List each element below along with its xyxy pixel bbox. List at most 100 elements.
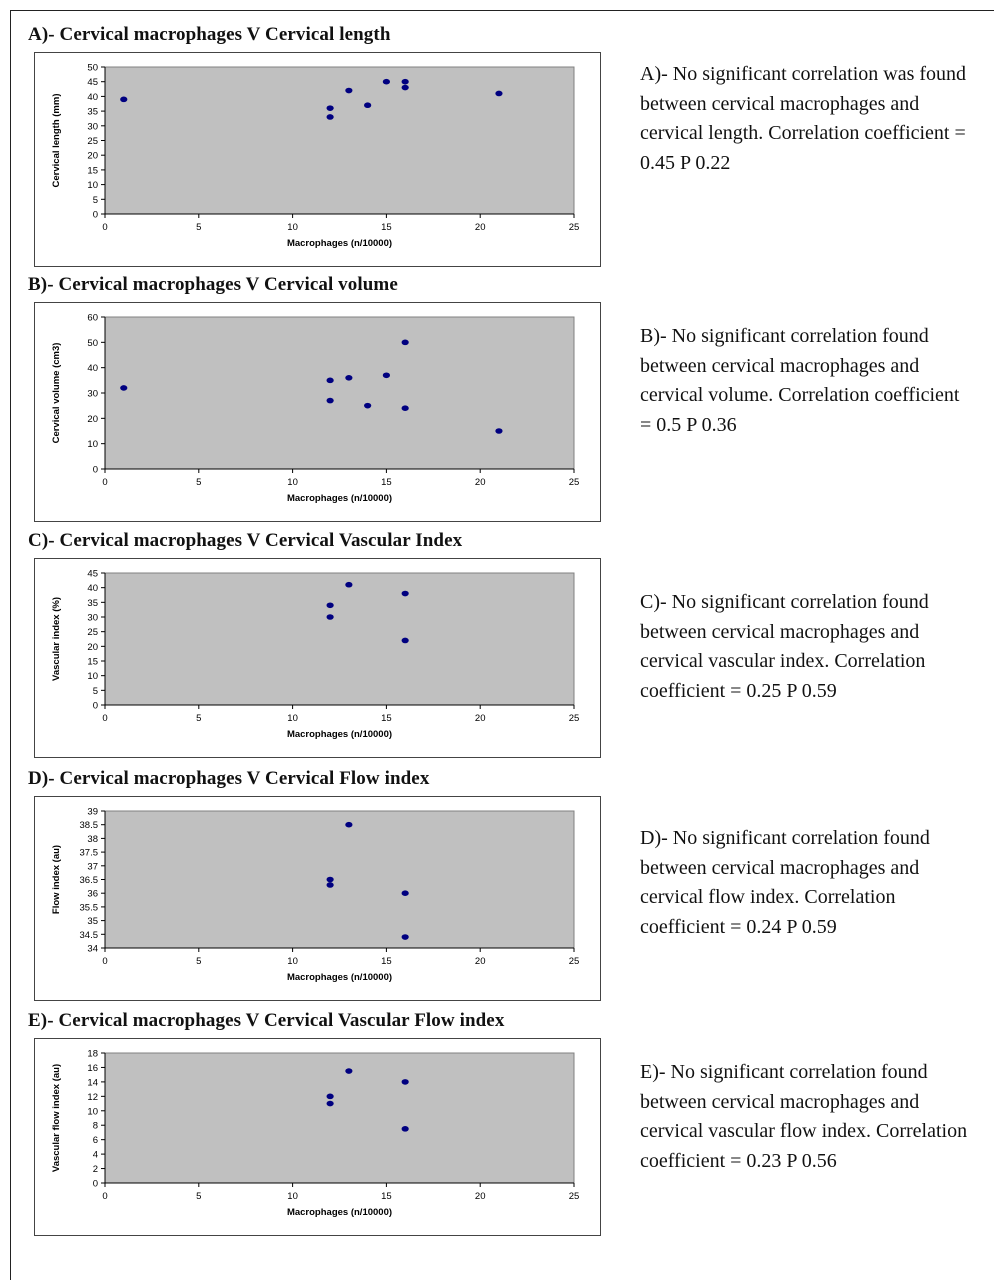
data-point bbox=[402, 340, 409, 346]
x-tick-label: 5 bbox=[196, 1191, 201, 1202]
panel-b-title: B)- Cervical macrophages V Cervical volu… bbox=[28, 274, 398, 296]
y-tick-label: 5 bbox=[93, 686, 98, 697]
y-tick-label: 50 bbox=[87, 63, 98, 74]
x-tick-label: 5 bbox=[196, 956, 201, 967]
x-tick-label: 20 bbox=[475, 713, 486, 724]
y-tick-label: 45 bbox=[87, 569, 98, 580]
y-tick-label: 15 bbox=[87, 657, 98, 668]
x-tick-label: 15 bbox=[381, 222, 392, 233]
x-tick-label: 10 bbox=[287, 713, 298, 724]
y-tick-label: 5 bbox=[93, 195, 98, 206]
data-point bbox=[402, 1079, 409, 1085]
data-point bbox=[402, 638, 409, 644]
scatter-plot-svg: 0 5 10 15 20 25 30 35 40 45 50 0 5 10 15 20 25 Macrophage… bbox=[35, 53, 600, 266]
data-point bbox=[383, 372, 390, 378]
data-point bbox=[345, 822, 352, 828]
y-tick-label: 15 bbox=[87, 165, 98, 176]
data-point bbox=[402, 405, 409, 411]
x-tick-label: 10 bbox=[287, 1191, 298, 1202]
plot-area bbox=[105, 1053, 574, 1183]
data-point bbox=[345, 88, 352, 94]
y-tick-label: 35 bbox=[87, 598, 98, 609]
x-tick-label: 25 bbox=[569, 222, 580, 233]
panel-b-chart: 0 10 20 30 40 50 60 0 5 10 15 20 25 Macrophages (n/10… bbox=[34, 302, 601, 522]
x-tick-label: 25 bbox=[569, 1191, 580, 1202]
y-axis-title: Vascular flow index (au) bbox=[51, 1064, 62, 1172]
data-point bbox=[327, 378, 334, 384]
plot-area bbox=[105, 811, 574, 948]
y-tick-label: 38 bbox=[87, 834, 98, 845]
panel-b-description: B)- No significant correlation found bet… bbox=[640, 322, 975, 440]
x-tick-label: 25 bbox=[569, 713, 580, 724]
panel-e-description: E)- No significant correlation found bet… bbox=[640, 1058, 975, 1176]
x-tick-label: 20 bbox=[475, 222, 486, 233]
panel-d-description: D)- No significant correlation found bet… bbox=[640, 824, 975, 942]
data-point bbox=[402, 890, 409, 896]
y-tick-label: 2 bbox=[93, 1164, 98, 1175]
data-point bbox=[345, 1068, 352, 1074]
x-tick-label: 0 bbox=[102, 713, 107, 724]
y-tick-label: 20 bbox=[87, 414, 98, 425]
y-tick-label: 37 bbox=[87, 861, 98, 872]
plot-area bbox=[105, 317, 574, 469]
y-tick-label: 40 bbox=[87, 583, 98, 594]
x-axis-title: Macrophages (n/10000) bbox=[287, 729, 392, 740]
y-tick-label: 35 bbox=[87, 916, 98, 927]
panel-c-description: C)- No significant correlation found bet… bbox=[640, 588, 975, 706]
y-tick-label: 0 bbox=[93, 210, 98, 221]
x-tick-label: 20 bbox=[475, 956, 486, 967]
data-point bbox=[327, 105, 334, 111]
x-tick-label: 25 bbox=[569, 956, 580, 967]
y-tick-label: 0 bbox=[93, 465, 98, 476]
data-point bbox=[345, 375, 352, 381]
data-point bbox=[402, 591, 409, 597]
panel-a-chart: 0 5 10 15 20 25 30 35 40 45 50 0 5 10 15 20 25 Macrophage… bbox=[34, 52, 601, 267]
y-tick-label: 10 bbox=[87, 439, 98, 450]
y-tick-label: 18 bbox=[87, 1049, 98, 1060]
data-point bbox=[402, 79, 409, 85]
x-tick-label: 10 bbox=[287, 222, 298, 233]
y-axis-title: Flow index (au) bbox=[51, 845, 62, 914]
y-tick-label: 30 bbox=[87, 389, 98, 400]
x-axis-title: Macrophages (n/10000) bbox=[287, 1207, 392, 1218]
data-point bbox=[327, 1094, 334, 1100]
y-tick-label: 34.5 bbox=[80, 930, 99, 941]
data-point bbox=[327, 877, 334, 883]
x-tick-label: 10 bbox=[287, 477, 298, 488]
panel-c-title: C)- Cervical macrophages V Cervical Vasc… bbox=[28, 530, 462, 552]
data-point bbox=[402, 85, 409, 91]
panel-e-title: E)- Cervical macrophages V Cervical Vasc… bbox=[28, 1010, 504, 1032]
data-point bbox=[364, 102, 371, 108]
y-tick-label: 36.5 bbox=[80, 875, 99, 886]
y-tick-label: 38.5 bbox=[80, 820, 99, 831]
x-tick-label: 0 bbox=[102, 477, 107, 488]
y-tick-label: 0 bbox=[93, 1179, 98, 1190]
x-tick-label: 15 bbox=[381, 713, 392, 724]
data-point bbox=[364, 403, 371, 409]
x-tick-label: 0 bbox=[102, 956, 107, 967]
x-tick-label: 15 bbox=[381, 477, 392, 488]
panel-a-title: A)- Cervical macrophages V Cervical leng… bbox=[28, 24, 391, 46]
panel-e-chart: 0 2 4 6 8 10 12 14 16 18 0 5 10 15 20 25 Macrophages (n/… bbox=[34, 1038, 601, 1236]
data-point bbox=[120, 97, 127, 103]
y-tick-label: 14 bbox=[87, 1077, 98, 1088]
data-point bbox=[383, 79, 390, 85]
y-tick-label: 6 bbox=[93, 1135, 98, 1146]
y-tick-label: 30 bbox=[87, 121, 98, 132]
plot-area bbox=[105, 573, 574, 705]
plot-area bbox=[105, 67, 574, 214]
panel-d-title: D)- Cervical macrophages V Cervical Flow… bbox=[28, 768, 429, 790]
y-tick-label: 8 bbox=[93, 1121, 98, 1132]
y-tick-label: 45 bbox=[87, 77, 98, 88]
data-point bbox=[495, 91, 502, 97]
x-tick-label: 5 bbox=[196, 713, 201, 724]
y-tick-label: 16 bbox=[87, 1063, 98, 1074]
data-point bbox=[327, 882, 334, 888]
data-point bbox=[120, 385, 127, 391]
panel-a-description: A)- No significant correlation was found… bbox=[640, 60, 975, 178]
x-axis-title: Macrophages (n/10000) bbox=[287, 493, 392, 504]
panel-c-chart: 0 5 10 15 20 25 30 35 40 45 0 5 10 15 20 25 Macrophages … bbox=[34, 558, 601, 758]
scatter-plot-svg: 34 34.5 35 35.5 36 36.5 37 37.5 38 38.5 39 0 5 10 15 20… bbox=[35, 797, 600, 1000]
y-tick-label: 12 bbox=[87, 1092, 98, 1103]
x-axis-title: Macrophages (n/10000) bbox=[287, 972, 392, 983]
